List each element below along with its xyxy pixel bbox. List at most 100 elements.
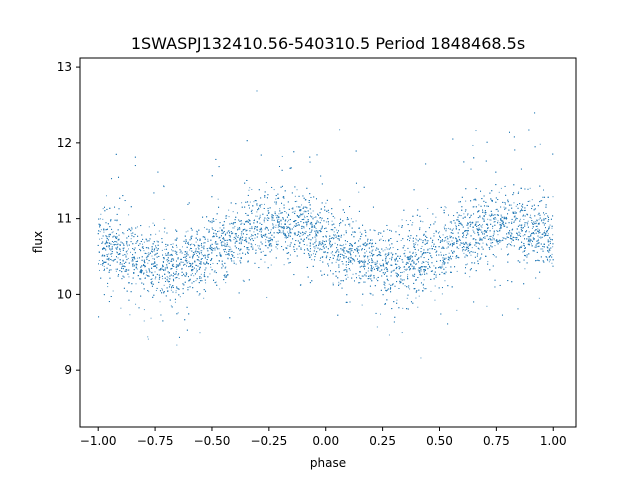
data-point xyxy=(197,244,199,246)
data-point xyxy=(215,219,217,221)
data-point xyxy=(367,257,369,259)
data-point xyxy=(256,211,258,213)
data-point xyxy=(105,195,107,197)
data-point xyxy=(301,204,303,206)
data-point xyxy=(472,144,474,146)
data-point xyxy=(535,233,537,235)
data-point xyxy=(445,239,447,241)
data-point xyxy=(100,213,102,215)
data-point xyxy=(421,245,423,247)
data-point xyxy=(225,282,227,284)
data-point xyxy=(148,291,150,293)
data-point xyxy=(185,261,187,263)
data-point xyxy=(249,201,251,203)
data-point xyxy=(401,271,403,273)
data-point xyxy=(256,215,258,217)
data-point xyxy=(469,221,471,223)
data-point xyxy=(359,282,361,284)
data-point xyxy=(388,283,390,285)
data-point xyxy=(121,266,123,268)
data-point xyxy=(279,230,281,232)
data-point xyxy=(101,237,103,239)
data-point xyxy=(543,217,545,219)
data-point xyxy=(258,230,260,232)
data-point xyxy=(332,282,334,284)
data-point xyxy=(207,238,209,240)
data-point xyxy=(188,261,190,263)
data-point xyxy=(417,244,419,246)
data-point xyxy=(155,247,157,249)
data-point xyxy=(488,214,490,216)
data-point xyxy=(552,196,554,198)
data-point xyxy=(135,263,137,265)
data-point xyxy=(493,255,495,257)
data-point xyxy=(400,239,402,241)
data-point xyxy=(519,232,521,234)
chart-title: 1SWASPJ132410.56-540310.5 Period 1848468… xyxy=(131,34,525,53)
data-point xyxy=(404,252,406,254)
data-point xyxy=(358,275,360,277)
data-point xyxy=(517,235,519,237)
data-point xyxy=(527,241,529,243)
data-point xyxy=(412,222,414,224)
data-point xyxy=(540,220,542,222)
data-point xyxy=(433,265,435,267)
data-point xyxy=(185,231,187,233)
data-point xyxy=(225,239,227,241)
data-point xyxy=(366,244,368,246)
data-point xyxy=(156,256,158,258)
data-point xyxy=(388,334,390,336)
data-point xyxy=(154,271,156,273)
data-point xyxy=(349,223,351,225)
data-point xyxy=(102,218,104,220)
data-point xyxy=(363,275,365,277)
data-point xyxy=(486,229,488,231)
data-point xyxy=(191,273,193,275)
data-point xyxy=(409,220,411,222)
data-point xyxy=(470,254,472,256)
data-point xyxy=(136,268,138,270)
data-point xyxy=(103,265,105,267)
data-point xyxy=(406,297,408,299)
data-point xyxy=(296,200,298,202)
data-point xyxy=(531,227,533,229)
data-point xyxy=(538,219,540,221)
data-point xyxy=(372,249,374,251)
data-point xyxy=(405,263,407,265)
data-point xyxy=(163,265,164,267)
data-point xyxy=(390,252,392,254)
data-point xyxy=(519,218,521,220)
data-point xyxy=(230,251,232,253)
data-point xyxy=(315,228,317,230)
data-point xyxy=(136,257,138,259)
data-point xyxy=(398,225,400,227)
data-point xyxy=(201,254,203,256)
data-point xyxy=(427,208,429,209)
data-point xyxy=(115,241,117,243)
data-point xyxy=(474,244,476,246)
data-point xyxy=(177,312,179,314)
data-point xyxy=(418,267,420,269)
data-point xyxy=(456,247,458,249)
data-point xyxy=(170,289,172,291)
data-point xyxy=(350,250,352,252)
data-point xyxy=(378,267,380,269)
data-point xyxy=(451,240,453,242)
data-point xyxy=(386,229,388,231)
data-point xyxy=(323,244,325,246)
data-point xyxy=(304,210,306,212)
data-point xyxy=(529,187,531,189)
data-point xyxy=(290,223,292,225)
data-point xyxy=(507,232,509,234)
data-point xyxy=(527,220,529,222)
data-point xyxy=(103,231,105,233)
data-point xyxy=(452,243,454,245)
data-point xyxy=(350,257,352,259)
data-point xyxy=(143,320,145,322)
data-point xyxy=(165,253,167,255)
data-point xyxy=(385,261,387,263)
data-point xyxy=(167,259,169,260)
data-point xyxy=(366,250,368,252)
data-point xyxy=(375,265,377,267)
data-point xyxy=(176,238,178,240)
